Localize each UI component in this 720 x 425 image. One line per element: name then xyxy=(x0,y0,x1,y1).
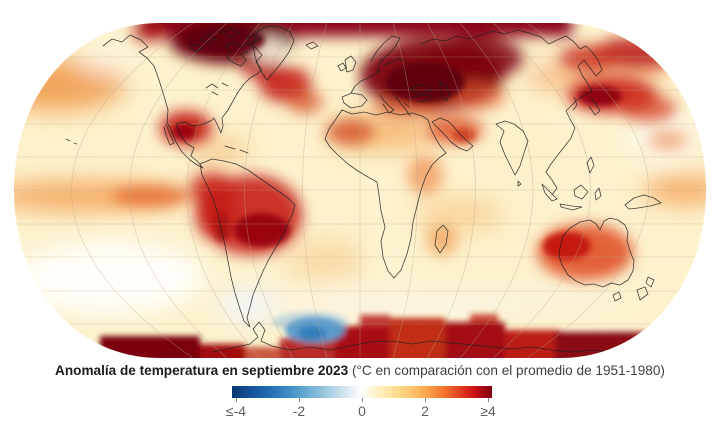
world-map xyxy=(14,23,706,358)
heat-layer-cores xyxy=(100,26,665,358)
colorbar-tick-label: -2 xyxy=(292,403,306,419)
caption-title: Anomalía de temperatura en septiembre 20… xyxy=(55,363,349,378)
colorbar-tick-label: 2 xyxy=(421,403,429,419)
colorbar-tick-label: 0 xyxy=(358,403,366,419)
colorbar-tick-label: ≤-4 xyxy=(225,403,247,419)
colorbar-tick xyxy=(362,398,363,402)
caption-subtitle: (°C en comparación con el promedio de 19… xyxy=(351,363,665,378)
caption: Anomalía de temperatura en septiembre 20… xyxy=(0,363,720,378)
colorbar-tick xyxy=(425,398,426,402)
colorbar-tick-label: ≥4 xyxy=(480,403,496,419)
colorbar-legend: ≤-4 -2 0 2 ≥4 xyxy=(226,386,496,420)
antarctic-blocks xyxy=(100,314,665,358)
colorbar-gradient xyxy=(232,386,492,398)
weddell-blue-patch xyxy=(272,312,348,343)
colorbar-tick xyxy=(236,398,237,402)
colorbar-tick xyxy=(299,398,300,402)
coastlines xyxy=(65,25,662,353)
graticule xyxy=(14,23,706,358)
colorbar-tick xyxy=(488,398,489,402)
